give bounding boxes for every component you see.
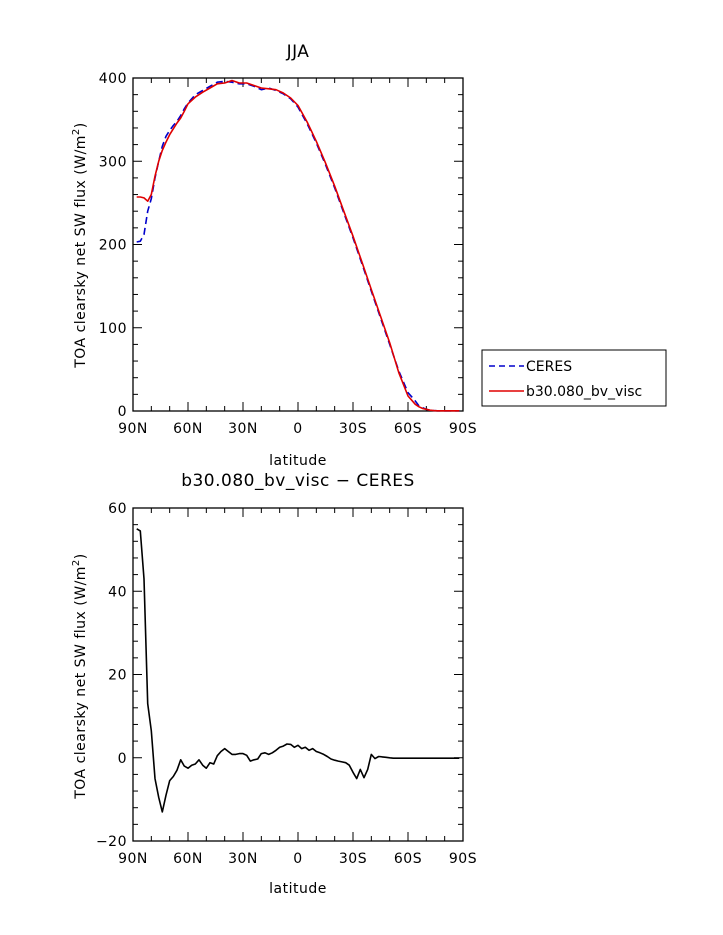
- top-plot-area: 90N 60N 30N 0 30S 60S 90S 0 100 200 300 400: [99, 71, 477, 437]
- top-x-tick-label: 60S: [394, 421, 422, 437]
- top-x-tick-label: 30N: [228, 421, 258, 437]
- top-y-axis-label-end: ): [73, 122, 89, 128]
- legend-label-model: b30.080_bv_visc: [526, 384, 642, 400]
- bottom-plot-frame: [132, 507, 464, 842]
- bottom-x-tick-label: 0: [293, 851, 302, 867]
- top-x-axis-label: latitude: [269, 453, 327, 469]
- top-y-axis-label-main: TOA clearsky net SW flux (W/m: [73, 135, 89, 369]
- top-series-line-b30-080-bv-visc: [136, 79, 460, 412]
- bottom-x-tick-label: 90S: [449, 851, 477, 867]
- legend-label-ceres: CERES: [526, 359, 572, 375]
- bottom-y-tick-label: 0: [118, 751, 127, 767]
- top-y-axis-label: TOA clearsky net SW flux (W/m2): [71, 122, 89, 369]
- top-x-tick-label: 0: [293, 421, 302, 437]
- bottom-x-tick-label: 90N: [118, 851, 148, 867]
- top-x-tick-label: 90N: [118, 421, 148, 437]
- top-y-tick-label: 100: [99, 321, 127, 337]
- top-chart-title: JJA: [286, 42, 310, 62]
- top-y-tick-label: 400: [99, 71, 127, 87]
- legend-box: [481, 349, 667, 407]
- bottom-y-axis-label-main: TOA clearsky net SW flux (W/m: [73, 566, 89, 800]
- top-y-axis-label-sup: 2: [71, 128, 82, 135]
- bottom-x-tick-label: 60N: [173, 851, 203, 867]
- bottom-plot-area: 90N 60N 30N 0 30S 60S 90S −20 0 20 40 60: [96, 501, 477, 867]
- bottom-series-line-diff-0: [136, 528, 460, 813]
- top-plot-frame: [132, 77, 464, 412]
- bottom-y-tick-label: −20: [96, 834, 127, 850]
- top-y-tick-label: 300: [99, 154, 127, 170]
- bottom-chart-title: b30.080_bv_visc − CERES: [181, 471, 415, 491]
- legend: CERES b30.080_bv_visc: [481, 349, 667, 407]
- bottom-y-tick-label: 20: [108, 668, 127, 684]
- bottom-y-axis-label-sup: 2: [71, 559, 82, 566]
- top-y-tick-label: 200: [99, 238, 127, 254]
- bottom-x-axis-label: latitude: [269, 881, 327, 897]
- bottom-x-tick-label: 60S: [394, 851, 422, 867]
- bottom-x-tick-label: 30S: [339, 851, 367, 867]
- top-x-tick-label: 60N: [173, 421, 203, 437]
- bottom-panel: b30.080_bv_visc − CERES 90N 60N 30N 0 30S 60S…: [71, 471, 477, 897]
- bottom-y-axis-label-end: ): [73, 553, 89, 559]
- top-x-tick-label: 90S: [449, 421, 477, 437]
- bottom-x-tick-label: 30N: [228, 851, 258, 867]
- top-x-tick-label: 30S: [339, 421, 367, 437]
- bottom-y-tick-label: 60: [108, 501, 127, 517]
- top-series-line-ceres: [136, 80, 460, 412]
- top-panel: JJA 90N 60N 30N 0 30S 60S 90S 0 100 200 300 400 lat…: [71, 42, 477, 469]
- top-y-tick-label: 0: [118, 404, 127, 420]
- bottom-y-tick-label: 40: [108, 584, 127, 600]
- bottom-y-axis-label: TOA clearsky net SW flux (W/m2): [71, 553, 89, 800]
